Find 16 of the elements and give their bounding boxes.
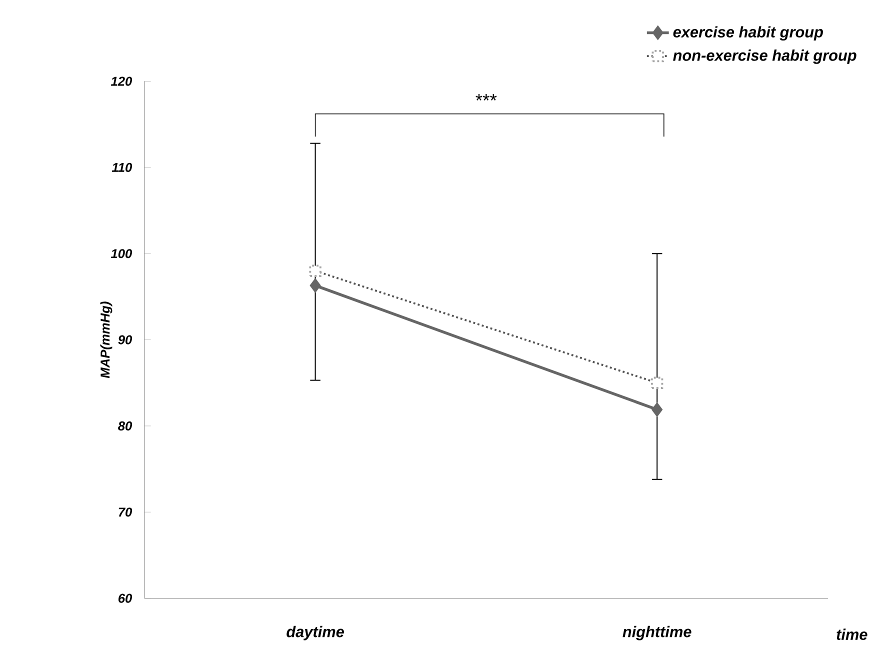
y-tick-label: 60 bbox=[118, 594, 132, 604]
y-tick-label: 100 bbox=[110, 249, 132, 258]
y-tick-label: 90 bbox=[118, 335, 132, 345]
x-tick-label: daytime bbox=[286, 626, 344, 641]
y-tick-label: 70 bbox=[118, 508, 132, 517]
annotation: *** bbox=[476, 94, 497, 101]
legend-label: non-exercise habit group bbox=[673, 50, 856, 64]
x-tick-label: nighttime bbox=[622, 626, 692, 641]
x-axis-title: time bbox=[836, 628, 868, 640]
y-tick-label: 110 bbox=[112, 163, 132, 172]
y-tick-label: 120 bbox=[110, 76, 132, 86]
point bbox=[652, 403, 662, 416]
legend-label: exercise habit group bbox=[673, 26, 823, 41]
y-axis-title: MAP(mmHg) bbox=[100, 302, 112, 378]
point bbox=[310, 279, 321, 292]
y-tick-label: 80 bbox=[118, 422, 132, 431]
